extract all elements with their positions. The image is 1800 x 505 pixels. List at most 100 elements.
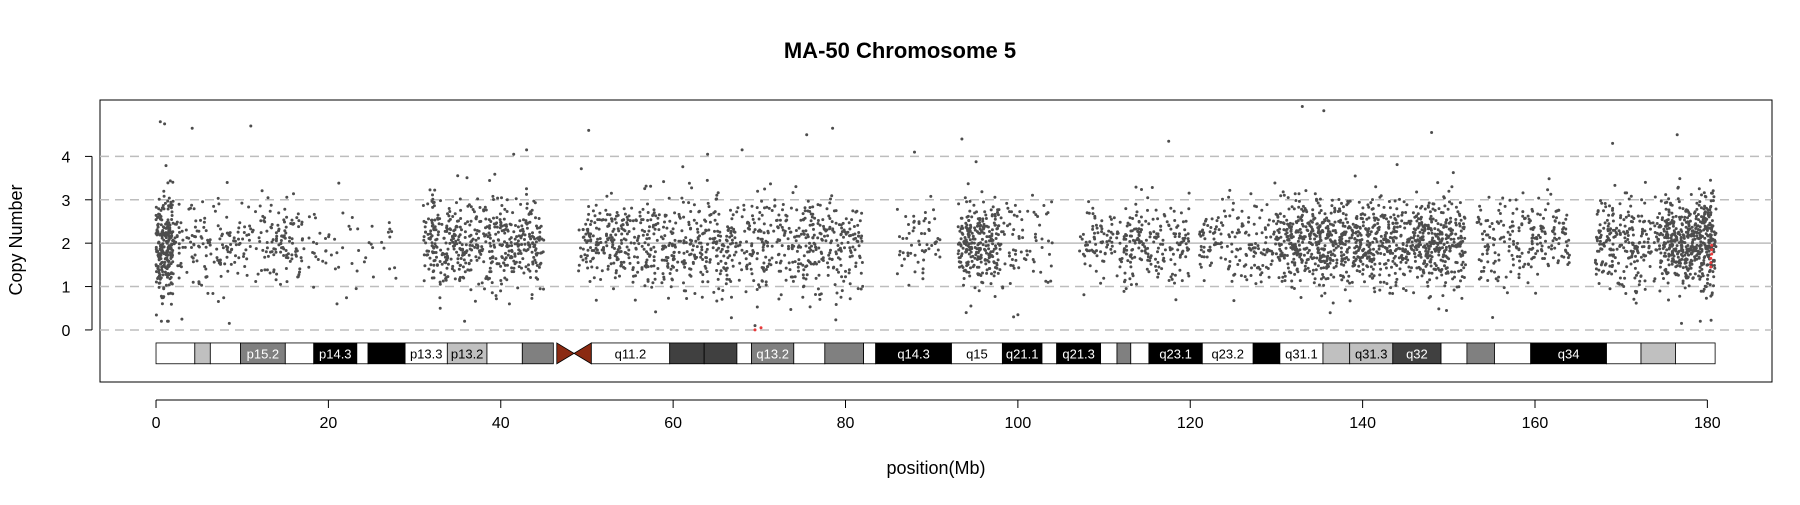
data-point: [192, 257, 195, 260]
data-point: [281, 246, 284, 249]
data-point: [1535, 236, 1538, 239]
ideogram-band: [1441, 343, 1467, 364]
data-point: [1298, 244, 1301, 247]
data-point: [1555, 216, 1558, 219]
data-point: [162, 239, 165, 242]
data-point: [848, 246, 851, 249]
data-point: [1644, 181, 1647, 184]
data-point: [165, 284, 168, 287]
data-point: [1181, 241, 1184, 244]
data-point: [1543, 257, 1546, 260]
data-point: [1329, 223, 1332, 226]
data-point: [158, 271, 161, 274]
data-point: [1676, 244, 1679, 247]
data-point: [1298, 256, 1301, 259]
data-point: [448, 232, 451, 235]
data-point: [748, 262, 751, 265]
data-point: [1706, 274, 1709, 277]
data-point: [156, 230, 159, 233]
data-point: [812, 263, 815, 266]
data-point: [994, 215, 997, 218]
data-point: [1371, 253, 1374, 256]
data-point: [762, 249, 765, 252]
data-point: [433, 201, 436, 204]
data-point: [957, 252, 960, 255]
data-point: [937, 249, 940, 252]
data-point: [780, 260, 783, 263]
data-point: [806, 233, 809, 236]
data-point: [1379, 268, 1382, 271]
data-point: [1125, 234, 1128, 237]
data-point: [167, 260, 170, 263]
data-point: [1323, 292, 1326, 295]
data-point: [1481, 238, 1484, 241]
data-point: [743, 252, 746, 255]
data-point: [1288, 239, 1291, 242]
data-point: [1391, 222, 1394, 225]
data-point: [817, 247, 820, 250]
data-point: [1138, 239, 1141, 242]
data-point: [1527, 251, 1530, 254]
data-point: [761, 214, 764, 217]
ideogram-band-label: q31.3: [1355, 346, 1388, 361]
data-point: [1320, 294, 1323, 297]
data-point: [1494, 251, 1497, 254]
data-point: [922, 267, 925, 270]
data-point: [1648, 245, 1651, 248]
data-point: [1483, 230, 1486, 233]
data-point: [1249, 243, 1252, 246]
data-point: [1378, 245, 1381, 248]
data-point: [1607, 225, 1610, 228]
data-point: [701, 273, 704, 276]
data-point: [804, 206, 807, 209]
data-point: [1444, 281, 1447, 284]
data-point: [1653, 241, 1656, 244]
data-point: [445, 252, 448, 255]
data-point: [1209, 230, 1212, 233]
data-point: [1478, 258, 1481, 261]
data-point: [1305, 247, 1308, 250]
data-point: [1709, 211, 1712, 214]
data-point: [1564, 228, 1567, 231]
data-point: [526, 227, 529, 230]
data-point: [1499, 202, 1502, 205]
data-point: [670, 285, 673, 288]
data-point: [1161, 253, 1164, 256]
data-point: [1430, 229, 1433, 232]
data-point: [1672, 220, 1675, 223]
data-point: [590, 220, 593, 223]
data-point: [620, 233, 623, 236]
data-point: [1424, 246, 1427, 249]
data-point: [1682, 266, 1685, 269]
data-point: [1712, 275, 1715, 278]
data-point: [1539, 242, 1542, 245]
data-point: [632, 275, 635, 278]
data-point: [437, 230, 440, 233]
data-point: [1640, 256, 1643, 259]
data-point: [1541, 230, 1544, 233]
data-point: [165, 164, 168, 167]
data-point: [1385, 247, 1388, 250]
data-point: [1688, 284, 1691, 287]
data-point: [1345, 256, 1348, 259]
data-point: [529, 276, 532, 279]
data-point: [994, 244, 997, 247]
data-point: [330, 254, 333, 257]
data-point: [959, 261, 962, 264]
data-point: [525, 207, 528, 210]
data-point: [294, 250, 297, 253]
data-point: [1348, 282, 1351, 285]
data-point: [160, 320, 163, 323]
data-point: [1398, 198, 1401, 201]
data-point: [1459, 201, 1462, 204]
data-point: [1297, 240, 1300, 243]
data-point: [726, 256, 729, 259]
data-point: [1544, 252, 1547, 255]
data-point: [1393, 227, 1396, 230]
data-point: [184, 246, 187, 249]
data-point: [1536, 213, 1539, 216]
data-point: [535, 276, 538, 279]
data-point: [839, 249, 842, 252]
data-point: [706, 179, 709, 182]
data-point: [990, 272, 993, 275]
